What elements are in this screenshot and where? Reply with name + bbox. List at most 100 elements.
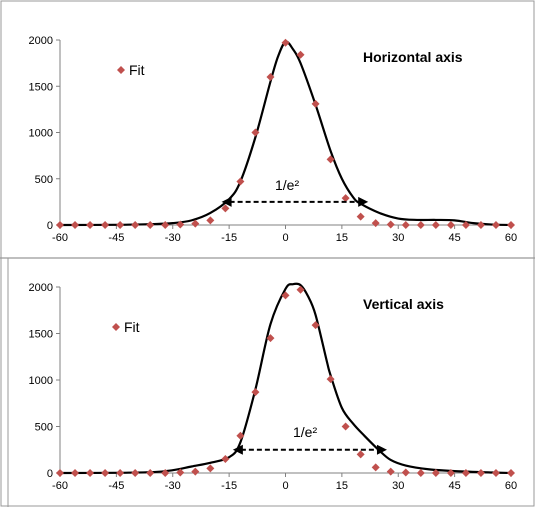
x-tick-label: -60 [52,232,68,244]
data-point [251,388,260,397]
data-point [251,128,260,137]
data-point [446,469,455,477]
x-tick-label: 0 [282,480,288,492]
annotation-label: 1/e² [275,177,299,193]
data-point [236,431,245,440]
data-point [161,221,170,229]
x-tick-label: 30 [392,232,404,244]
data-point [56,221,64,229]
chart-title: Vertical axis [363,296,444,312]
annotation-arrowhead-right [376,444,387,455]
data-point [266,73,275,81]
data-point [176,220,185,229]
data-point [116,469,125,477]
data-point [266,334,275,343]
x-tick-label: 45 [449,232,461,244]
x-tick-label: -15 [221,232,237,244]
data-point [311,99,320,108]
data-point [507,469,515,477]
data-point [386,467,395,476]
legend-label: Fit [129,62,145,78]
x-tick-label: 0 [282,232,288,244]
data-point [461,469,470,477]
data-point [131,221,140,229]
data-point [191,467,200,476]
annotation-arrowhead-right [358,196,369,207]
data-point [236,177,245,186]
legend-label: Fit [124,319,140,335]
legend-marker [112,323,120,331]
data-point [507,221,515,229]
data-point [491,469,500,477]
data-point [341,422,350,431]
annotation-arrowhead-left [221,196,232,207]
x-tick-label: -45 [108,232,124,244]
x-tick-label: 45 [449,480,461,492]
data-point [341,194,350,203]
annotation-label: 1/e² [293,424,317,440]
data-point [281,38,290,47]
data-point [356,450,365,459]
data-point [416,469,425,477]
y-tick-label: 2000 [29,282,53,294]
y-tick-label: 0 [47,220,53,232]
chart-title: Horizontal axis [363,49,463,65]
data-point [356,212,365,221]
y-tick-label: 0 [47,468,53,480]
legend-marker [117,66,125,74]
data-point [371,219,380,228]
data-point [86,221,95,229]
data-point [401,221,410,229]
data-point [461,221,470,229]
data-point [281,291,290,300]
fit-curve [59,282,512,475]
data-point [296,285,305,294]
data-point [56,469,64,477]
y-tick-label: 500 [35,422,53,434]
data-point [176,468,185,477]
x-tick-label: -60 [52,480,68,492]
data-point [416,221,425,229]
x-tick-label: -15 [221,480,237,492]
data-point [296,50,305,59]
data-point [206,464,215,473]
data-point [71,221,80,229]
y-tick-label: 1500 [29,81,53,93]
data-point [326,155,335,164]
x-tick-label: -30 [165,480,181,492]
x-tick-label: -30 [165,232,181,244]
data-point [491,221,500,229]
data-point [446,221,455,229]
chart-panel-horizontal: Horizontal axis Fit 1/e² 0 500 1000 1500 200… [29,35,518,244]
data-point [86,469,95,477]
data-point [146,469,155,477]
x-tick-label: 60 [505,232,517,244]
x-tick-label: 15 [336,480,348,492]
data-point [476,469,485,477]
data-point [101,221,110,229]
data-point [161,469,170,477]
data-point [101,469,110,477]
x-tick-label: 30 [392,480,404,492]
data-point [326,375,335,384]
data-point [371,463,380,472]
x-tick-label: 15 [336,232,348,244]
x-tick-label: 60 [505,480,517,492]
data-point [71,469,80,477]
data-point [221,455,230,464]
y-tick-label: 1000 [29,128,53,140]
legend: Fit [117,62,145,78]
data-point [146,221,155,229]
y-tick-label: 2000 [29,35,53,47]
data-point [191,219,200,228]
fit-curve [59,40,512,227]
x-tick-label: -45 [108,480,124,492]
y-tick-label: 1000 [29,375,53,387]
data-point [311,321,320,330]
data-point [431,221,440,229]
data-point [386,220,395,229]
data-point [221,204,230,213]
